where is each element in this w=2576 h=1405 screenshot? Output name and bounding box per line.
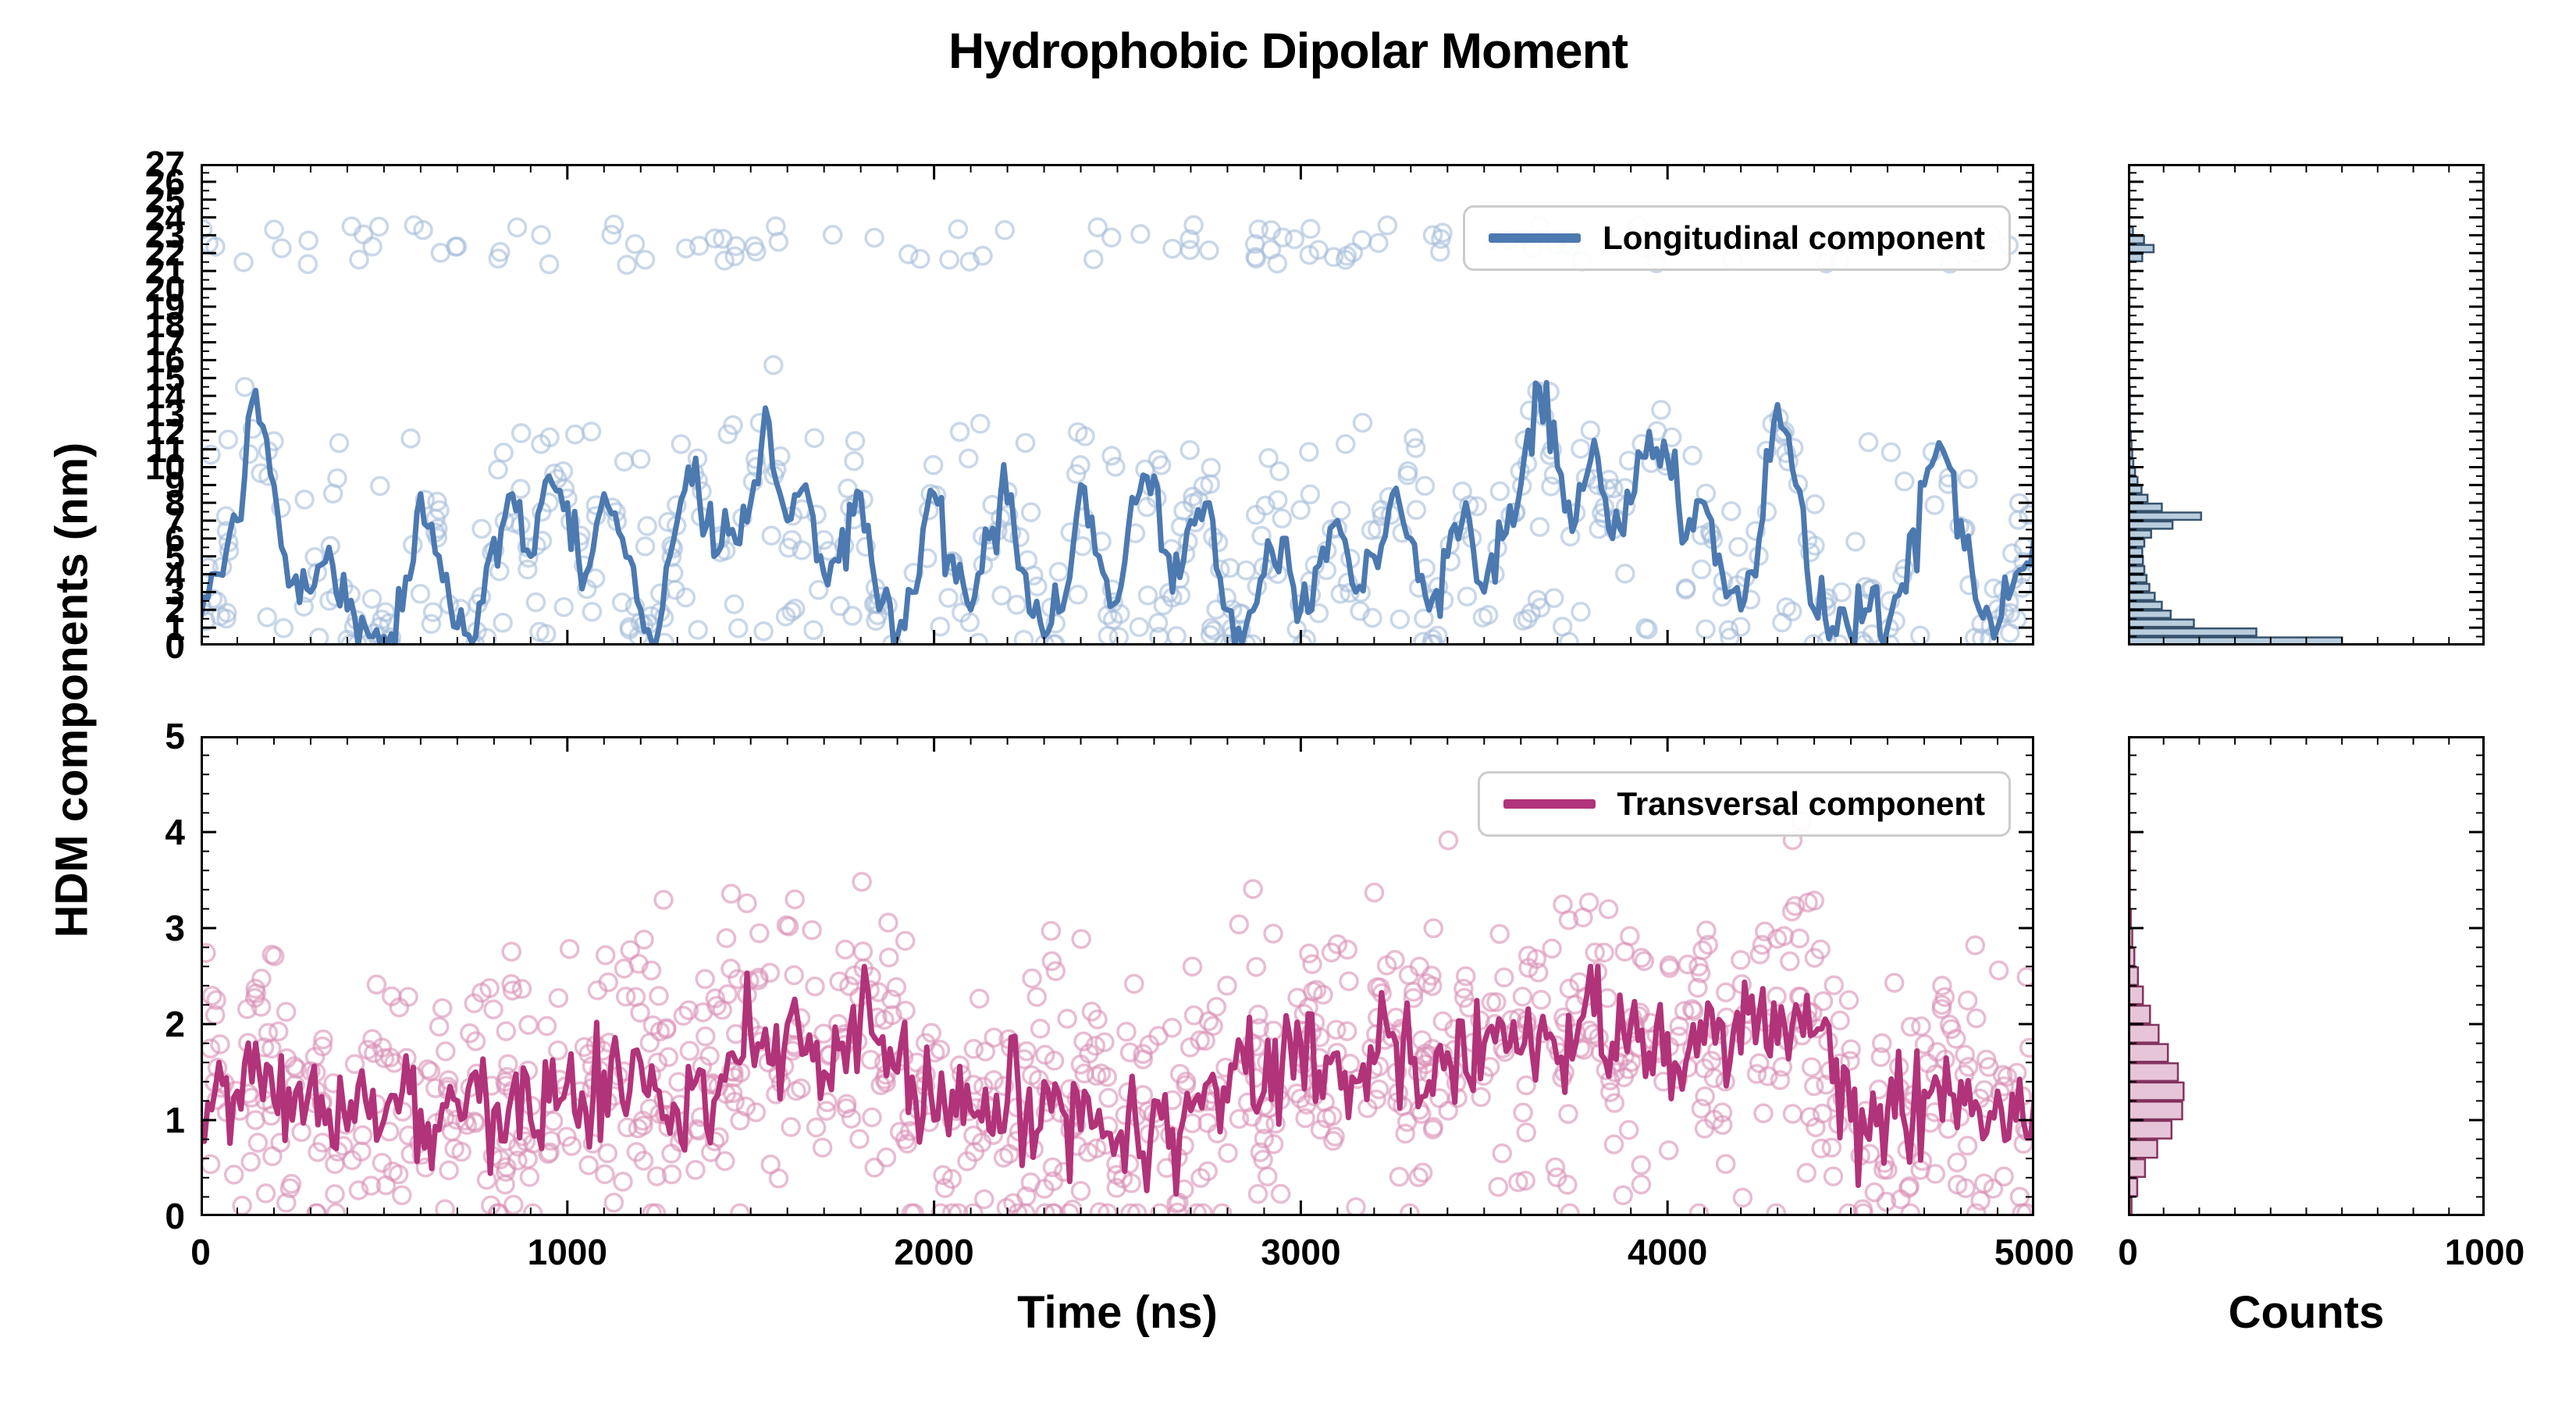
tick-label: 17: [144, 322, 185, 363]
tick-label: 1000: [2444, 1232, 2525, 1272]
legend-label-transversal: Transversal component: [1617, 785, 1986, 822]
tick-label: 5: [165, 716, 185, 756]
tick-label: 9: [165, 464, 185, 506]
tick-label: 3: [165, 908, 185, 948]
tick-label: 0: [165, 1196, 185, 1236]
tick-label: 0: [2118, 1232, 2138, 1272]
tick-label: 1: [165, 1100, 185, 1140]
tick-label: 4: [165, 553, 185, 595]
tick-label: 20: [144, 268, 185, 309]
tick-label: 19: [144, 286, 185, 327]
tick-label: 22: [144, 233, 185, 274]
panel-transversal-histogram: [2128, 736, 2485, 1216]
tick-label: 11: [147, 429, 185, 470]
tick-label: 4000: [1628, 1232, 1708, 1272]
tick-label: 4: [165, 812, 185, 852]
tick-label: 6: [165, 518, 185, 559]
tick-label: 18: [144, 304, 185, 345]
chart-transversal-histogram: [2128, 736, 2485, 1216]
tick-label: 16: [144, 340, 185, 381]
tick-label: 14: [144, 375, 185, 417]
tick-label: 2: [165, 1004, 185, 1044]
tick-label: 2: [165, 589, 185, 631]
figure-title: Hydrophobic Dipolar Moment: [948, 23, 1628, 79]
tick-label: 21: [144, 251, 185, 292]
tick-label: 12: [144, 411, 185, 452]
legend-transversal: Transversal component: [1477, 771, 2011, 837]
tick-label: 23: [144, 215, 185, 256]
legend-swatch-transversal: [1503, 799, 1596, 809]
chart-longitudinal-histogram: [2128, 164, 2485, 646]
tick-label: 1000: [527, 1232, 607, 1272]
tick-label: 27: [144, 144, 185, 184]
tick-label: 8: [165, 482, 185, 524]
chart-longitudinal-timeseries: [201, 164, 2034, 646]
x-axis-label-counts: Counts: [2228, 1287, 2385, 1338]
tick-label: 26: [144, 161, 185, 202]
legend-label-longitudinal: Longitudinal component: [1603, 219, 1985, 256]
x-axis-label-time: Time (ns): [1017, 1287, 1218, 1338]
tick-label: 25: [144, 179, 185, 220]
tick-label: 0: [165, 625, 185, 666]
panel-longitudinal-timeseries: [201, 164, 2034, 646]
tick-label: 3: [165, 571, 185, 613]
panel-transversal-timeseries: [201, 736, 2034, 1216]
legend-longitudinal: Longitudinal component: [1463, 205, 2011, 271]
tick-label: 0: [190, 1232, 211, 1272]
tick-label: 5: [165, 535, 185, 577]
tick-label: 15: [144, 357, 185, 399]
tick-label: 1: [165, 607, 185, 649]
tick-label: 13: [144, 393, 185, 434]
legend-swatch-longitudinal: [1489, 233, 1582, 243]
tick-label: 5000: [1994, 1232, 2075, 1272]
tick-label: 24: [144, 197, 185, 238]
panel-longitudinal-histogram: [2128, 164, 2485, 646]
tick-label: 3000: [1261, 1232, 1341, 1272]
chart-transversal-timeseries: [201, 736, 2034, 1216]
tick-label: 2000: [894, 1232, 974, 1272]
tick-label: 10: [144, 446, 185, 488]
tick-label: 7: [165, 500, 185, 542]
